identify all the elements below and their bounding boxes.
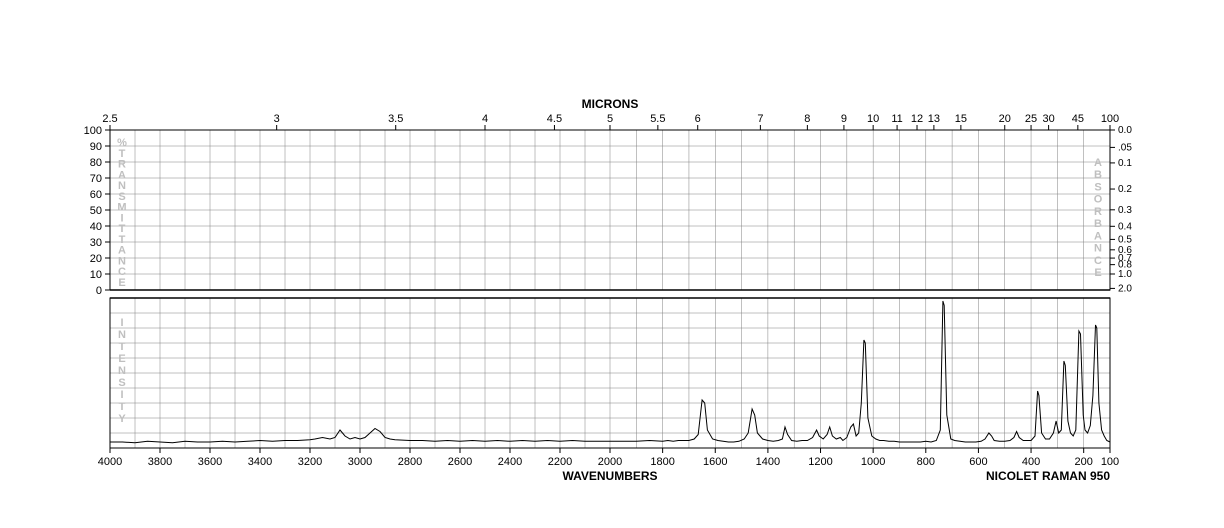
abs-tick-label: .05: [1118, 142, 1132, 153]
watermark-absorbance: R: [1094, 206, 1102, 218]
trans-tick-label: 60: [90, 189, 102, 201]
watermark-intensity: T: [119, 341, 126, 353]
trans-tick-label: 70: [90, 173, 102, 185]
micron-tick-label: 7: [757, 113, 763, 125]
wn-tick-label: 3200: [298, 456, 322, 468]
abs-tick-label: 0.0: [1118, 125, 1132, 136]
watermark-absorbance: E: [1094, 267, 1101, 279]
wn-tick-label: 2200: [548, 456, 572, 468]
wn-tick-label: 100: [1101, 456, 1119, 468]
abs-tick-label: 0.1: [1118, 158, 1132, 169]
micron-tick-label: 4.5: [547, 113, 562, 125]
micron-tick-label: 3: [274, 113, 280, 125]
microns-title: MICRONS: [582, 97, 639, 111]
micron-tick-label: 6: [695, 113, 701, 125]
wn-tick-label: 3000: [348, 456, 372, 468]
abs-tick-label: 0.2: [1118, 184, 1132, 195]
spectrum-chart: 2.533.544.555.56789101112131520253045100…: [0, 0, 1224, 528]
watermark-absorbance: A: [1094, 230, 1102, 242]
micron-tick-label: 3.5: [388, 113, 403, 125]
wn-tick-label: 4000: [98, 456, 122, 468]
watermark-intensity: N: [118, 329, 126, 341]
trans-tick-label: 20: [90, 253, 102, 265]
abs-tick-label: 0.3: [1118, 205, 1132, 216]
trans-tick-label: 100: [84, 125, 102, 137]
watermark-intensity: E: [118, 353, 125, 365]
trans-tick-label: 50: [90, 205, 102, 217]
watermark-absorbance: A: [1094, 157, 1102, 169]
watermark-intensity: I: [120, 317, 123, 329]
instrument-label: NICOLET RAMAN 950: [986, 469, 1110, 483]
wn-tick-label: 200: [1075, 456, 1093, 468]
wn-tick-label: 3600: [198, 456, 222, 468]
wn-tick-label: 2000: [598, 456, 622, 468]
wavenumbers-title: WAVENUMBERS: [562, 469, 657, 483]
wn-tick-label: 2600: [448, 456, 472, 468]
watermark-absorbance: B: [1094, 169, 1102, 181]
wn-tick-label: 3800: [148, 456, 172, 468]
watermark-intensity: T: [119, 401, 126, 413]
micron-tick-label: 10: [867, 113, 879, 125]
micron-tick-label: 5: [607, 113, 613, 125]
wn-tick-label: 1400: [756, 456, 780, 468]
abs-tick-label: 2.0: [1118, 283, 1132, 294]
trans-tick-label: 90: [90, 141, 102, 153]
abs-tick-label: 1.0: [1118, 269, 1132, 280]
micron-tick-label: 9: [841, 113, 847, 125]
micron-tick-label: 12: [911, 113, 923, 125]
trans-tick-label: 40: [90, 221, 102, 233]
watermark-absorbance: B: [1094, 218, 1102, 230]
trans-tick-label: 30: [90, 237, 102, 249]
wn-tick-label: 1800: [650, 456, 674, 468]
wn-tick-label: 3400: [248, 456, 272, 468]
micron-tick-label: 13: [928, 113, 940, 125]
wn-tick-label: 1200: [808, 456, 832, 468]
watermark-transmittance: E: [118, 277, 125, 289]
watermark-absorbance: S: [1094, 181, 1101, 193]
watermark-absorbance: O: [1094, 194, 1103, 206]
watermark-intensity: S: [118, 377, 125, 389]
micron-tick-label: 2.5: [102, 113, 117, 125]
micron-tick-label: 15: [955, 113, 967, 125]
wn-tick-label: 1000: [861, 456, 885, 468]
wn-tick-label: 1600: [703, 456, 727, 468]
wn-tick-label: 2800: [398, 456, 422, 468]
micron-tick-label: 100: [1101, 113, 1119, 125]
watermark-absorbance: C: [1094, 255, 1102, 267]
micron-tick-label: 4: [482, 113, 488, 125]
micron-tick-label: 20: [999, 113, 1011, 125]
wn-tick-label: 2400: [498, 456, 522, 468]
wn-tick-label: 600: [969, 456, 987, 468]
micron-tick-label: 30: [1042, 113, 1054, 125]
watermark-intensity: I: [120, 389, 123, 401]
trans-tick-label: 80: [90, 157, 102, 169]
abs-tick-label: 0.4: [1118, 221, 1132, 232]
watermark-intensity: N: [118, 365, 126, 377]
wn-tick-label: 400: [1022, 456, 1040, 468]
micron-tick-label: 25: [1025, 113, 1037, 125]
watermark-intensity: Y: [118, 413, 126, 425]
micron-tick-label: 45: [1072, 113, 1084, 125]
micron-tick-label: 11: [891, 113, 902, 125]
spectrum-chart-page: 2.533.544.555.56789101112131520253045100…: [0, 0, 1224, 528]
watermark-absorbance: N: [1094, 243, 1102, 255]
trans-tick-label: 0: [96, 285, 102, 297]
abs-tick-label: 0.5: [1118, 234, 1132, 245]
trans-tick-label: 10: [90, 269, 102, 281]
wn-tick-label: 800: [917, 456, 935, 468]
micron-tick-label: 8: [804, 113, 810, 125]
micron-tick-label: 5.5: [650, 113, 665, 125]
